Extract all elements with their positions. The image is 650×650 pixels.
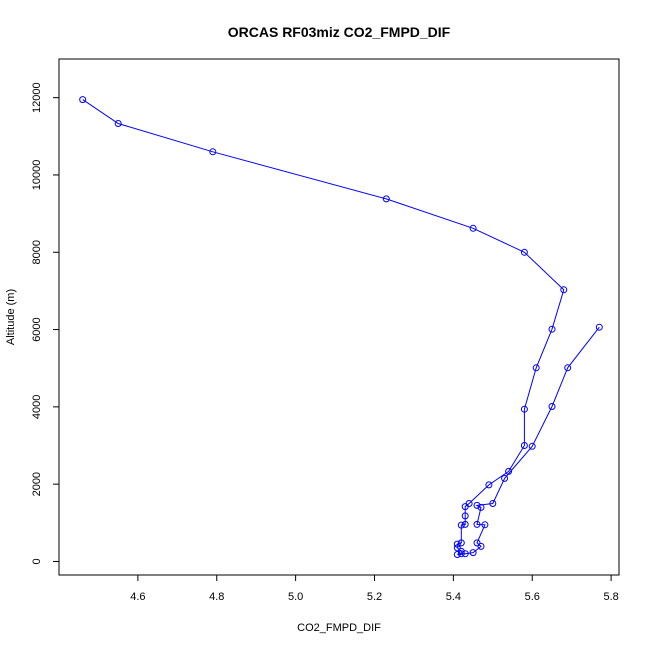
x-tick-label: 5.8 [603,591,618,603]
data-point [489,500,497,507]
chart-title: ORCAS RF03miz CO2_FMPD_DIF [228,24,451,40]
data-point [461,503,469,511]
data-point [532,364,540,372]
data-point [520,442,528,449]
data-point [564,364,572,372]
data-point [485,481,493,489]
data-point [473,520,481,528]
y-tick-label: 4000 [31,395,43,419]
x-tick-label: 4.6 [130,591,145,603]
y-axis: 0 2000 4000 6000 8000 10000 12000 [31,82,59,565]
x-axis: 4.6 4.8 5.0 5.2 5.4 5.6 5.8 [130,575,619,603]
data-point [209,148,217,156]
data-point [477,542,485,550]
data-point [520,405,528,413]
data-point [501,474,509,482]
series-line [82,99,600,555]
y-tick-label: 0 [31,558,43,564]
data-point [505,467,513,475]
data-point [477,503,485,511]
data-point [453,551,461,558]
data-point [457,539,465,547]
data-point [457,521,465,529]
x-tick-label: 4.8 [209,591,224,603]
x-tick-label: 5.2 [367,591,382,603]
data-point [548,325,556,333]
data-point [457,550,465,558]
data-point [461,512,469,520]
data-point [469,224,477,232]
x-tick-label: 5.4 [446,591,461,603]
data-point [114,120,122,127]
data-point [461,520,469,528]
data-point [528,442,536,450]
data-point [473,539,481,547]
data-point [481,521,489,529]
data-point [548,403,556,410]
data-point [469,549,477,557]
data-point [79,96,87,104]
y-tick-label: 8000 [31,240,43,264]
series-layer [79,96,603,558]
y-tick-label: 2000 [31,472,43,496]
data-point [560,286,568,294]
data-point [473,501,481,509]
x-tick-label: 5.0 [288,591,303,603]
y-tick-label: 12000 [31,82,43,113]
data-point [453,544,461,552]
data-point [461,550,469,558]
data-point [520,248,528,256]
y-tick-label: 6000 [31,317,43,341]
y-axis-label: Altitude (m) [5,289,17,345]
plot-area-frame [58,58,620,576]
data-point [453,540,461,548]
y-tick-label: 10000 [31,160,43,191]
data-point [595,323,603,331]
data-point [382,195,390,203]
x-tick-label: 5.6 [525,591,540,603]
x-axis-label: CO2_FMPD_DIF [297,622,381,634]
